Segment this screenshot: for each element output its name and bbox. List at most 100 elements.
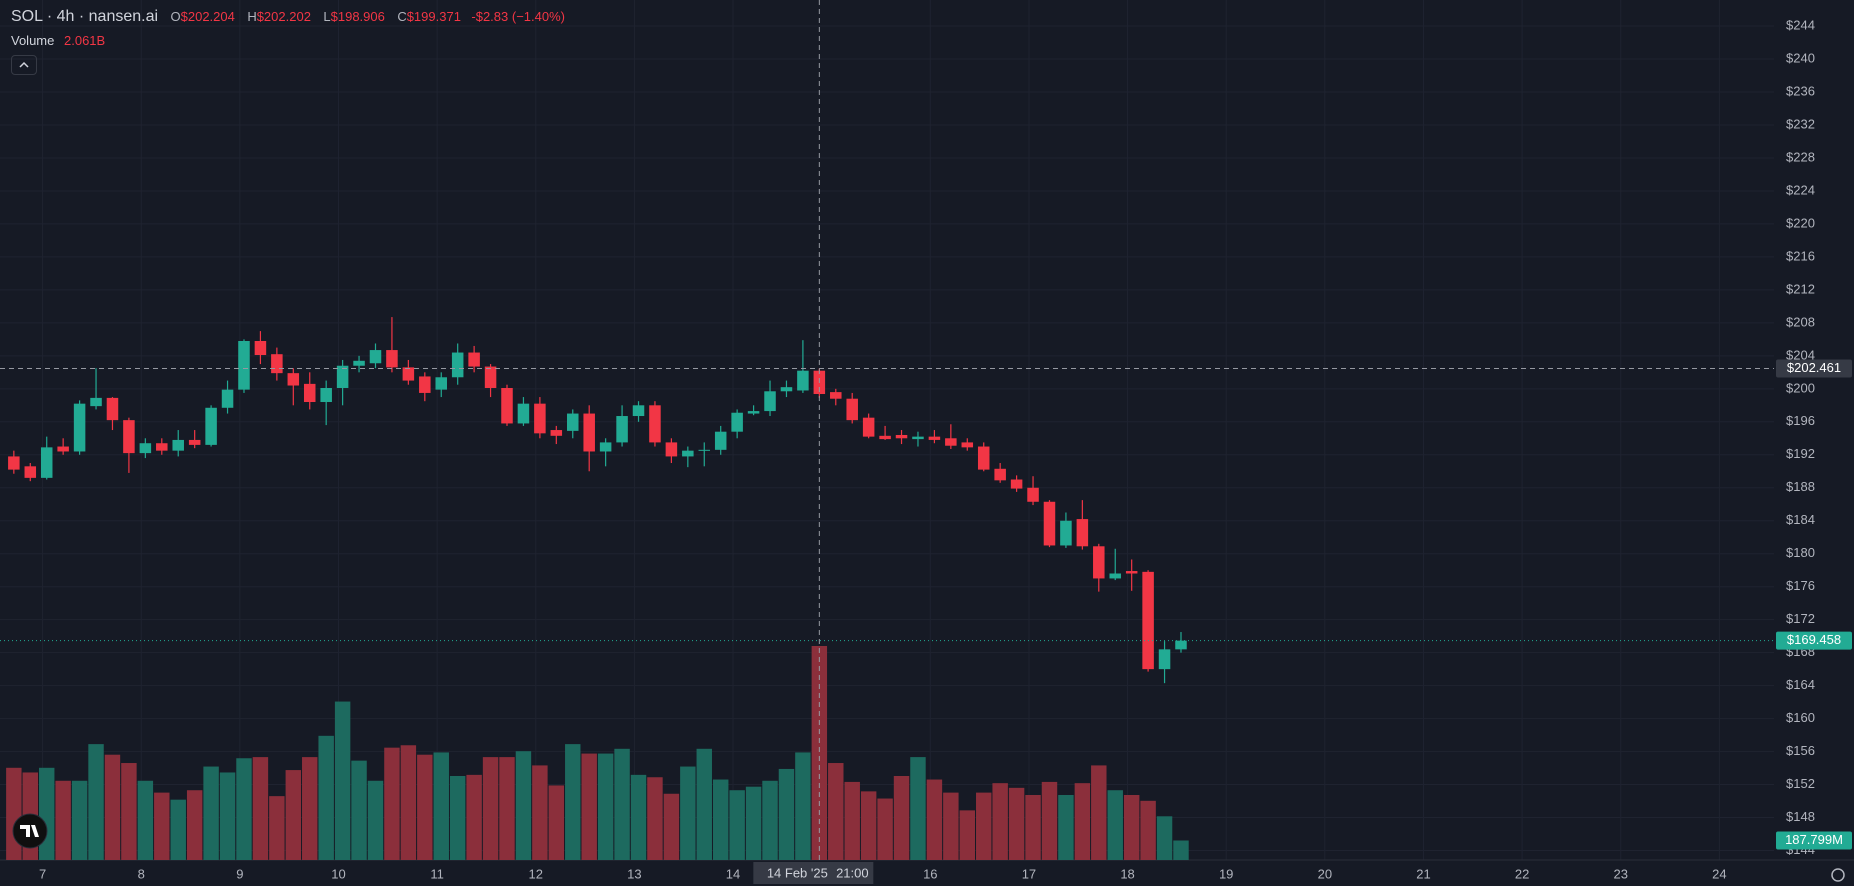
- volume-bar: [828, 763, 844, 860]
- volume-bar: [1091, 765, 1107, 860]
- candle-body: [649, 405, 661, 443]
- candle-body: [221, 389, 234, 408]
- volume-bar: [745, 786, 762, 860]
- volume-bar: [712, 779, 729, 860]
- y-tick-label: $224: [1786, 182, 1815, 197]
- crosshair-time-tag: [753, 862, 874, 884]
- y-tick-label: $180: [1786, 545, 1815, 560]
- volume-bar: [548, 785, 565, 860]
- volume-bar: [992, 783, 1008, 860]
- volume-bar: [1058, 795, 1074, 860]
- volume-bar: [71, 780, 88, 860]
- ohlc-key: L: [323, 9, 331, 24]
- y-tick-label: $228: [1786, 149, 1815, 164]
- volume-bar: [400, 745, 417, 860]
- volume-bar: [943, 792, 959, 860]
- candle-body: [188, 439, 201, 445]
- y-tick-label: $184: [1786, 512, 1815, 527]
- volume-bar: [597, 753, 614, 860]
- volume-bar: [6, 767, 22, 860]
- candle-body: [879, 435, 891, 440]
- crosshair-price-tag: [1776, 359, 1852, 378]
- volume-bar: [976, 792, 992, 860]
- x-tick-label: 14: [726, 866, 740, 881]
- candle-body: [599, 442, 612, 452]
- candle-body: [1125, 571, 1138, 574]
- candle-body: [254, 340, 267, 356]
- ohlc-value: $202.202: [256, 9, 311, 24]
- volume-bar: [1074, 783, 1091, 860]
- x-tick-label: 8: [138, 866, 145, 881]
- volume-bar: [269, 796, 285, 860]
- volume-bar: [729, 790, 745, 860]
- x-tick-label: 9: [236, 866, 243, 881]
- candle-body: [1175, 640, 1187, 650]
- candle-body: [731, 412, 743, 432]
- volume-bar: [1041, 781, 1058, 860]
- candle-body: [303, 383, 316, 403]
- candle-body: [238, 340, 250, 390]
- volume-bar: [203, 766, 219, 860]
- settings-icon[interactable]: [1831, 868, 1845, 882]
- legend-header: SOL · 4h · nansen.ai O$202.204 H$202.202…: [11, 8, 565, 26]
- y-tick-label: $232: [1786, 116, 1815, 131]
- y-tick-label: $196: [1786, 413, 1815, 428]
- candle-body: [24, 466, 37, 478]
- candle-body: [747, 411, 760, 414]
- y-tick-label: $208: [1786, 314, 1815, 329]
- candle-body: [895, 434, 908, 439]
- volume-bar: [302, 757, 318, 860]
- x-tick-label: 18: [1120, 866, 1134, 881]
- y-tick-label: $200: [1786, 380, 1815, 395]
- volume-bar: [877, 798, 893, 860]
- candle-body: [830, 392, 842, 399]
- ohlc-key: O: [170, 9, 181, 24]
- volume-bar: [466, 774, 482, 860]
- candle-body: [945, 438, 957, 446]
- ohlc-key: C: [397, 9, 407, 24]
- volume-bar: [285, 770, 302, 860]
- volume-bar: [1156, 816, 1173, 860]
- volume-bar: [121, 763, 137, 860]
- volume-bar: [1008, 787, 1025, 860]
- x-tick-label: 20: [1318, 866, 1332, 881]
- candle-body: [797, 370, 809, 391]
- candle-body: [550, 430, 563, 436]
- y-tick-label: $172: [1786, 611, 1815, 626]
- y-tick-label: $160: [1786, 710, 1815, 725]
- candle-body: [583, 413, 595, 452]
- candle-body: [1027, 487, 1039, 502]
- candle-body: [468, 352, 480, 367]
- x-tick-label: 17: [1022, 866, 1036, 881]
- y-tick-label: $148: [1786, 809, 1815, 824]
- y-tick-label: $244: [1786, 17, 1815, 32]
- candle-body: [912, 436, 924, 440]
- y-tick-label: $176: [1786, 578, 1815, 593]
- ohlc-key: H: [247, 9, 257, 24]
- volume-bar: [88, 744, 104, 860]
- change-value: -$2.83 (−1.40%): [471, 9, 565, 24]
- ohlc-value: $199.371: [406, 9, 461, 24]
- candle-body: [1093, 546, 1105, 579]
- candle-body: [1109, 573, 1121, 579]
- volume-legend: Volume 2.061B: [11, 33, 105, 48]
- volume-bar: [1107, 790, 1123, 860]
- candle-body: [57, 446, 69, 452]
- x-tick-label: 11: [430, 866, 444, 881]
- y-tick-label: $212: [1786, 281, 1815, 296]
- candle-body: [353, 360, 365, 366]
- volume-value: 2.061B: [64, 33, 106, 48]
- candle-body: [172, 439, 184, 451]
- volume-bar: [499, 757, 515, 860]
- candle-body: [780, 387, 793, 392]
- volume-bar: [762, 780, 778, 860]
- x-tick-label: 10: [331, 866, 345, 881]
- collapse-button[interactable]: [11, 55, 37, 75]
- x-tick-label: 7: [39, 866, 46, 881]
- collapse-icon: [19, 61, 29, 68]
- candle-body: [205, 407, 217, 445]
- candle-body: [271, 354, 283, 374]
- candle-body: [320, 387, 332, 403]
- volume-bar: [1140, 800, 1156, 860]
